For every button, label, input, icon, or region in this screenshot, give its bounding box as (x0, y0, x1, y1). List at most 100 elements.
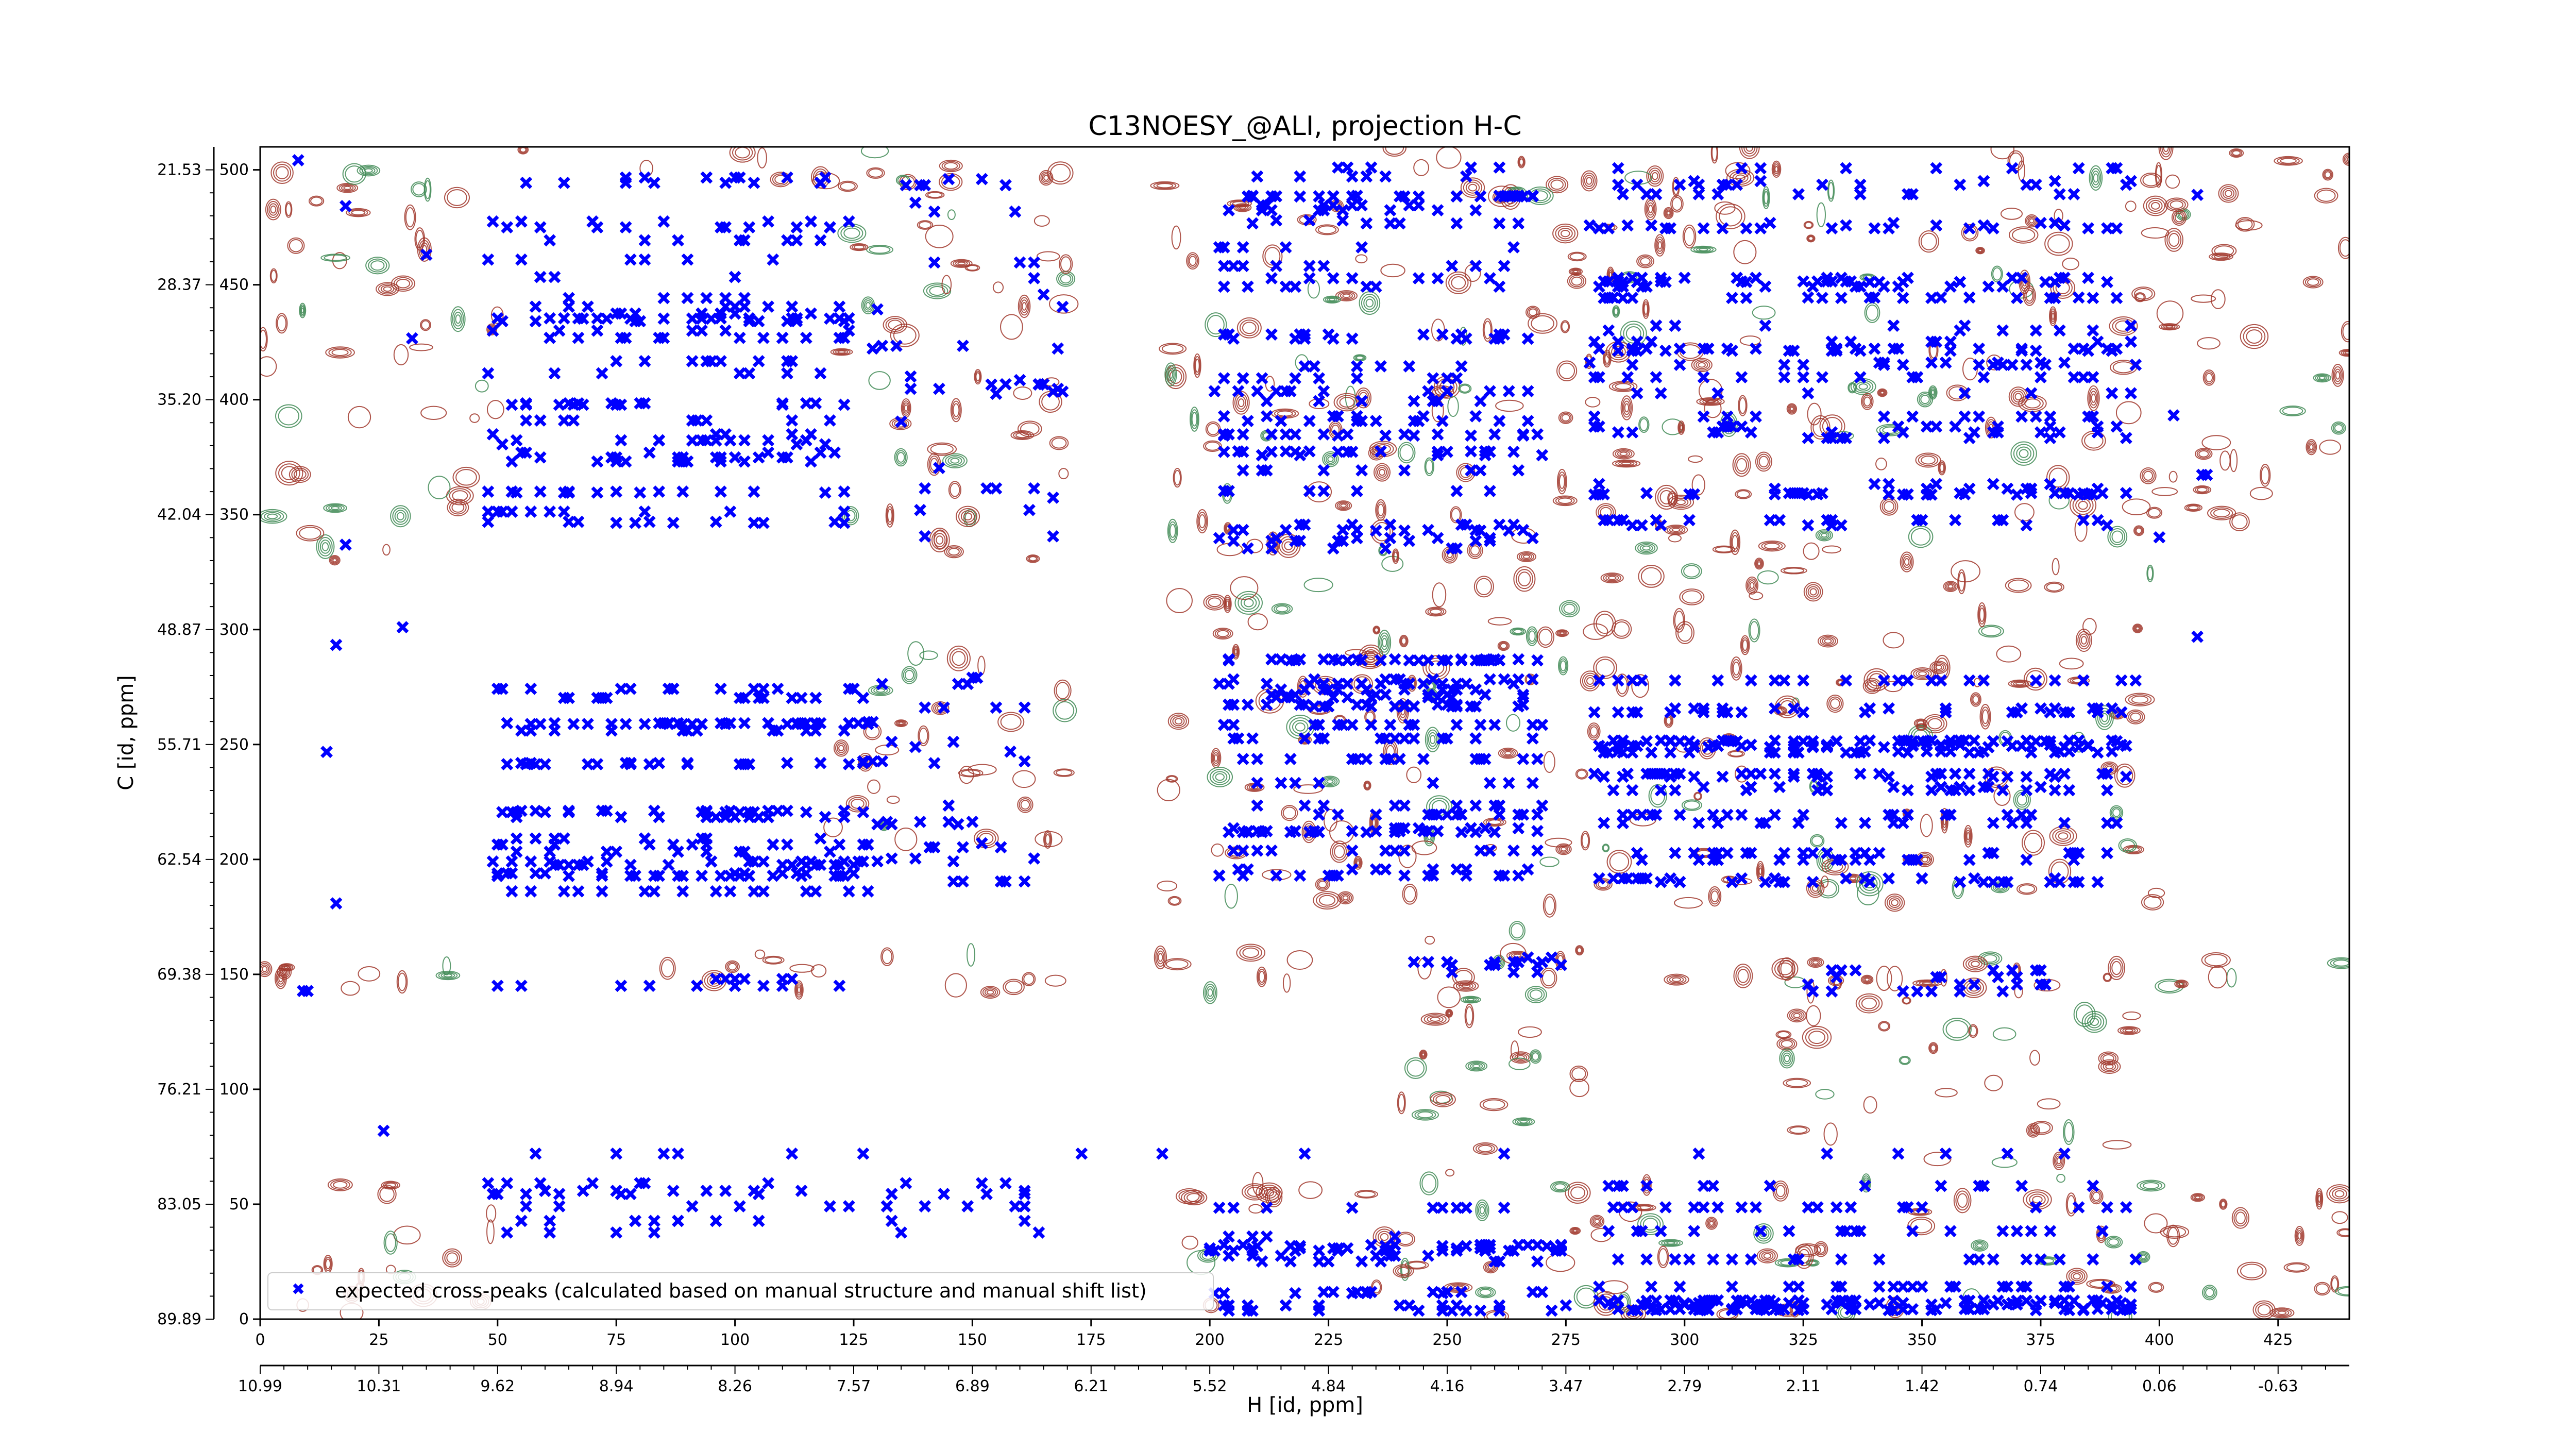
cross-peak-marker (1213, 869, 1226, 882)
contour-ring (455, 314, 461, 324)
cross-peak-marker (1626, 426, 1639, 439)
cross-peak-marker (952, 678, 964, 690)
contour-ring (1904, 558, 1910, 566)
cross-peak-marker (557, 414, 570, 427)
cross-peak-marker (2010, 978, 2023, 991)
contour-ring (450, 306, 466, 332)
cross-peak-marker (1873, 1280, 1886, 1293)
contour-ring (1759, 1250, 1776, 1262)
cross-peak-marker (544, 312, 556, 325)
contour-ring (1172, 716, 1185, 727)
contour-ring (1822, 637, 1834, 645)
cross-peak-marker (1512, 653, 1525, 666)
contour-ring (376, 282, 400, 296)
contour-ring (1642, 545, 1651, 551)
contour-ring (1423, 1014, 1447, 1025)
cross-peak-marker (681, 253, 694, 266)
cross-peak-marker (795, 717, 808, 730)
contour-ring (338, 183, 356, 192)
contour-ring (316, 534, 335, 559)
contour-ring (1336, 501, 1350, 510)
cross-peak-marker (2053, 745, 2066, 758)
cross-peak-marker (1725, 1280, 1738, 1293)
cross-peak-marker (2087, 1253, 2099, 1266)
contour-ring (1020, 800, 1030, 810)
contour-ring (1398, 1233, 1414, 1245)
contour-ring (1333, 393, 1361, 412)
contour-ring (1970, 692, 1981, 707)
contour-ring (2148, 508, 2161, 518)
contour-ring (1711, 147, 1718, 162)
cross-peak-marker (1697, 222, 1710, 234)
contour-ring (2210, 289, 2226, 309)
contour-ring (2269, 1307, 2295, 1319)
contour-ring (1613, 306, 1619, 317)
contour-ring (944, 973, 967, 998)
contour-ring (1479, 1098, 1509, 1111)
cross-peak-marker (557, 692, 570, 704)
contour-ring (1159, 343, 1187, 355)
contour-ring (1327, 456, 1334, 462)
contour-ring (1864, 302, 1880, 323)
cross-peak-marker (1298, 1147, 1311, 1160)
contour-ring (1694, 793, 1702, 800)
contour-ring (895, 720, 907, 727)
cross-peak-marker (857, 692, 870, 704)
contour-ring (323, 503, 347, 513)
contour-ring (936, 535, 944, 545)
cross-peak-marker (2082, 222, 2095, 234)
contour-ring (1612, 448, 1635, 460)
contour-ring (2316, 375, 2328, 381)
cross-peak-marker (1982, 781, 1995, 794)
contour-ring (1404, 1057, 1427, 1079)
contour-ring (876, 688, 886, 693)
cross-peak-marker (1018, 1215, 1031, 1227)
contour-ring (1543, 894, 1556, 918)
contour-ring (2331, 1211, 2348, 1224)
cross-peak-marker (700, 1185, 713, 1198)
contour-ring (1546, 176, 1569, 194)
contour-ring (2344, 351, 2349, 355)
cross-peak-marker (757, 682, 770, 695)
cross-peak-marker (2048, 702, 2061, 715)
contour-ring (276, 313, 288, 334)
cross-peak-marker (1669, 674, 1682, 687)
cross-peak-marker (567, 414, 580, 427)
cross-peak-marker (1465, 445, 1478, 458)
cross-peak-marker (1502, 777, 1515, 789)
contour-ring (1181, 1235, 1198, 1250)
cross-peak-marker (786, 355, 799, 367)
contour-ring (1814, 1241, 1828, 1257)
cross-peak-marker (2077, 1303, 2090, 1316)
cross-peak-marker (1944, 335, 1957, 348)
contour-ring (1050, 163, 1071, 182)
contour-ring (835, 349, 849, 355)
x-tick-label: 350 (1907, 1331, 1937, 1349)
cross-peak-marker (752, 355, 765, 367)
cross-peak-marker (2087, 702, 2099, 715)
cross-peak-marker (1744, 847, 1757, 860)
contour-ring (1863, 976, 1871, 983)
contour-ring (1174, 469, 1181, 486)
contour-ring (2026, 670, 2045, 688)
cross-peak-marker (1332, 534, 1344, 547)
cross-peak-marker (1294, 534, 1307, 547)
cross-peak-marker (1289, 1287, 1302, 1300)
contour-ring (1447, 1010, 1452, 1016)
cross-peak-marker (1930, 478, 1943, 491)
contour-ring (1594, 878, 1613, 891)
cross-peak-marker (524, 682, 537, 695)
cross-peak-marker (1973, 359, 1986, 371)
contour-ring (2058, 832, 2069, 840)
cross-peak-marker (1617, 188, 1629, 200)
cross-peak-marker (1512, 464, 1525, 477)
contour-ring (1969, 1025, 1977, 1037)
cross-peak-marker (1213, 241, 1226, 254)
contour-ring (1916, 723, 1927, 731)
cross-peak-marker (1602, 324, 1615, 337)
cross-peak-marker (885, 1215, 898, 1227)
cross-peak-marker (705, 312, 718, 325)
x-axis-label: H [id, ppm] (1247, 1393, 1363, 1417)
contour-ring (885, 503, 894, 528)
contour-ring (2000, 207, 2023, 220)
